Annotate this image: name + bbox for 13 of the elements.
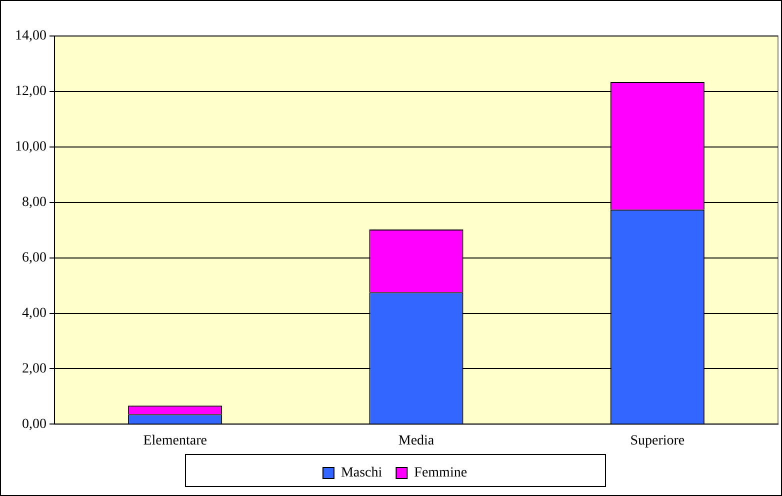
x-tick-label: Elementare: [143, 433, 207, 448]
x-tick-label: Media: [398, 433, 435, 448]
y-tick-label: 6,00: [22, 250, 46, 266]
x-tick-label: Superiore: [630, 433, 685, 448]
y-tick-label: 12,00: [15, 84, 46, 100]
y-tick-label: 4,00: [22, 306, 46, 321]
y-tick-label: 8,00: [22, 195, 46, 210]
y-tick-label: 2,00: [22, 361, 46, 376]
y-tick-label: 10,00: [15, 140, 46, 155]
legend-label: Femmine: [414, 466, 468, 481]
legend-label: Maschi: [340, 466, 382, 481]
y-tick-label: 0,00: [22, 416, 46, 432]
y-tick-label: 14,00: [15, 28, 46, 44]
